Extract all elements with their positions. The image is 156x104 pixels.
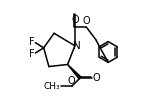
Text: O: O <box>93 73 100 83</box>
Text: CH₃: CH₃ <box>44 82 60 91</box>
Text: O: O <box>71 15 79 25</box>
Text: F: F <box>29 37 35 47</box>
Text: N: N <box>73 41 80 51</box>
Text: O: O <box>68 76 76 86</box>
Text: F: F <box>29 49 35 59</box>
Polygon shape <box>68 64 81 79</box>
Text: O: O <box>83 16 90 26</box>
